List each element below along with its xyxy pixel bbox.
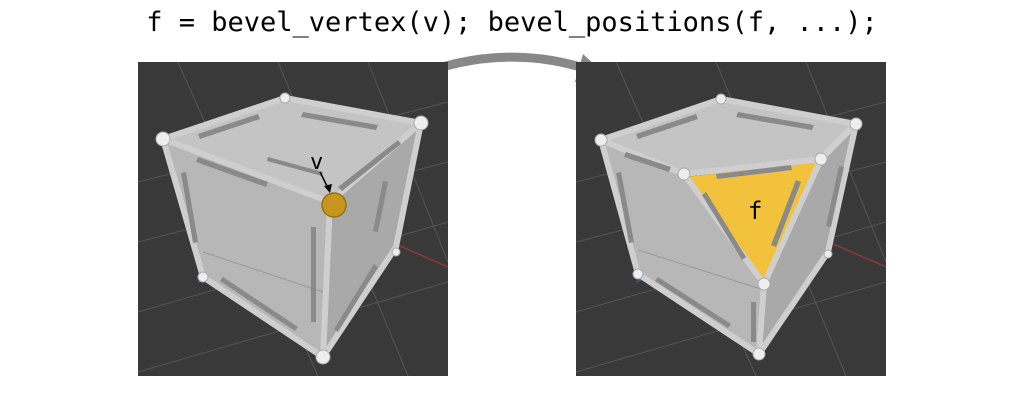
cube-right-face [323,123,421,357]
cube-vertices [155,92,429,365]
cube-left-face [163,139,330,357]
halfedge-arrows [616,112,844,342]
face-label: f [748,197,762,225]
cube-right-face [759,124,856,354]
cube-left-face [601,140,764,354]
code-caption: f = bevel_vertex(v); bevel_positions(f, … [146,7,878,38]
selected-vertex-v [321,192,347,218]
viewport-before: v [138,62,448,376]
beveled-face-f [686,161,819,282]
cube-edges [160,95,424,360]
vertex-pointer [319,171,329,189]
halfedge-arrows [181,112,401,332]
vertex-label: v [310,150,323,175]
cube-top-face [601,99,856,174]
viewport-after: f [576,62,886,376]
cube-edges [598,96,859,357]
cube-vertices [594,93,863,361]
